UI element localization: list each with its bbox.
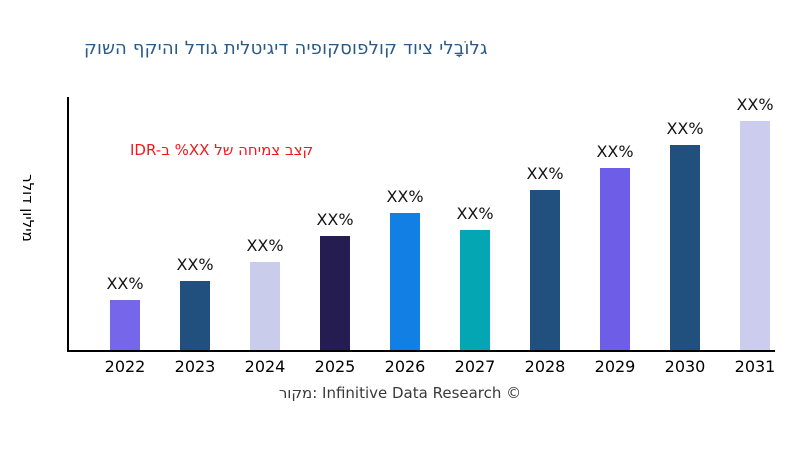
source-credit-text: רוקמ: Infinitive Data Research ©	[278, 384, 522, 402]
bar-value-label-2022: XX%	[106, 274, 144, 293]
bar-2026	[390, 213, 420, 350]
bar-2027	[460, 230, 490, 350]
x-tick-label-2031: 2031	[734, 357, 776, 376]
x-tick-label-2022: 2022	[104, 357, 146, 376]
bar-2028	[530, 190, 560, 350]
x-tick-label-2030: 2030	[664, 357, 706, 376]
x-tick-label-2025: 2025	[314, 357, 356, 376]
x-tick-label-2028: 2028	[524, 357, 566, 376]
bar-value-label-2026: XX%	[386, 187, 424, 206]
bar-2025	[320, 236, 350, 350]
x-tick-label-2027: 2027	[454, 357, 496, 376]
x-tick-label-2023: 2023	[174, 357, 216, 376]
bar-value-label-2029: XX%	[596, 142, 634, 161]
x-tick-label-2029: 2029	[594, 357, 636, 376]
y-axis-label: רלוד ןוילימ	[19, 174, 37, 242]
bar-2030	[670, 145, 700, 350]
bar-2031	[740, 121, 770, 350]
chart-title: קושה ףקיהו לדוג תילטיגיד היפוקסופלוק דוי…	[84, 38, 488, 59]
source-credit: רוקמ: Infinitive Data Research ©	[0, 384, 800, 402]
bar-value-label-2024: XX%	[246, 236, 284, 255]
bar-value-label-2025: XX%	[316, 210, 354, 229]
bar-value-label-2027: XX%	[456, 204, 494, 223]
growth-rate-annotation: IDR-ב %XX לש החימצ בצק	[130, 141, 314, 159]
y-axis-line	[67, 97, 69, 352]
x-tick-label-2026: 2026	[384, 357, 426, 376]
bar-value-label-2030: XX%	[666, 119, 704, 138]
bar-value-label-2028: XX%	[526, 164, 564, 183]
bar-2022	[110, 300, 140, 350]
bar-2024	[250, 262, 280, 350]
bar-2023	[180, 281, 210, 350]
x-tick-label-2024: 2024	[244, 357, 286, 376]
x-axis-line	[67, 350, 775, 352]
bar-value-label-2031: XX%	[736, 95, 774, 114]
bar-2029	[600, 168, 630, 350]
bar-value-label-2023: XX%	[176, 255, 214, 274]
